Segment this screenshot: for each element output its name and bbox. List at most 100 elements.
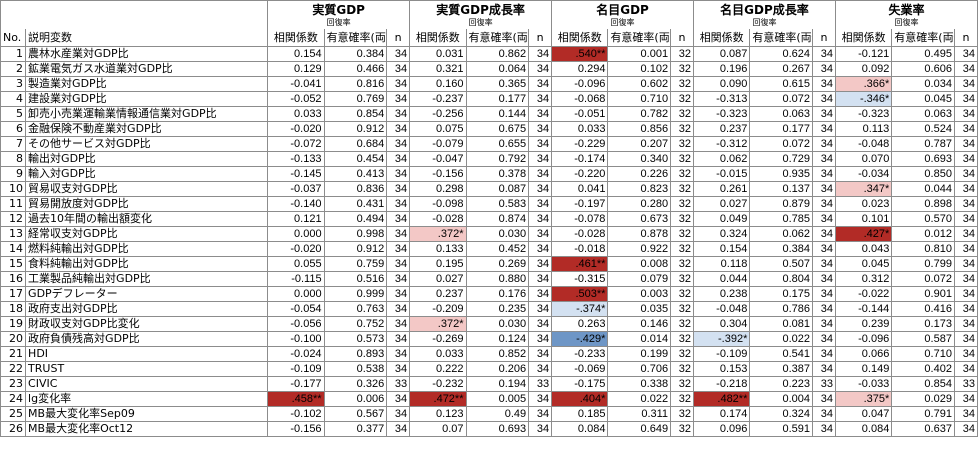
n-cell: 34 [812, 136, 836, 152]
p-value-cell: 0.606 [891, 61, 955, 77]
table-body: 1 農林水産業対GDP比 0.154 0.384 34 0.031 0.862 34.540*… [0, 46, 979, 437]
p-value-cell: 0.199 [607, 346, 672, 362]
table-row: 6 金融保険不動産業対GDP比 -0.020 0.912 34 0.075 0.675 34 0… [0, 121, 979, 137]
group-header-row: 実質GDP 回復率 実質GDP成長率 回復率 名目GDP 回復率 名目GDP成長… [0, 0, 979, 29]
n-cell: 34 [953, 46, 979, 62]
corr-coef-cell: 0.062 [693, 151, 751, 167]
row-number: 4 [0, 91, 27, 107]
corr-coef-cell: -0.156 [267, 421, 325, 437]
corr-coef-cell: 0.304 [693, 316, 751, 332]
p-value-cell: 0.235 [465, 301, 530, 317]
n-cell: 34 [812, 91, 836, 107]
table-row: 12 過去10年間の輸出額変化 0.121 0.494 34 -0.028 0.874 34-… [0, 211, 979, 227]
n-cell: 32 [670, 211, 695, 227]
variable-label: MB最大変化率Sep09 [25, 406, 269, 422]
variable-label: CIVIC [25, 376, 269, 392]
row-number: 23 [0, 376, 27, 392]
p-value-cell: 0.003 [607, 286, 672, 302]
n-cell: 32 [670, 241, 695, 257]
table-row: 26 MB最大変化率Oct12 -0.156 0.377 34 0.07 0.693 34 0.… [0, 421, 979, 437]
n-cell: 34 [953, 286, 979, 302]
row-number: 20 [0, 331, 27, 347]
n-header: n [953, 29, 979, 47]
corr-coef-cell: -0.209 [409, 301, 467, 317]
table-row: 11 貿易開放度対GDP比 -0.140 0.431 34 -0.098 0.583 34 -0… [0, 196, 979, 212]
p-value-cell: 0.176 [465, 286, 530, 302]
p-value-cell: 0.624 [749, 46, 813, 62]
p-value-cell: 0.759 [323, 256, 388, 272]
p-value-cell: 0.710 [607, 91, 672, 107]
p-value-cell: 0.901 [891, 286, 955, 302]
corr-coef-cell: 0.121 [267, 211, 325, 227]
corr-coef-cell: -0.145 [267, 166, 325, 182]
corr-coef-cell: -0.233 [551, 346, 609, 362]
variable-label: GDPデフレーター [25, 286, 269, 302]
p-value-cell: 0.063 [891, 106, 955, 122]
n-cell: 32 [670, 286, 695, 302]
corr-coef-cell: -0.174 [551, 151, 609, 167]
p-value-cell: 0.524 [891, 121, 955, 137]
p-value-cell: 0.006 [323, 391, 388, 407]
n-cell: 33 [386, 376, 411, 392]
n-cell: 32 [670, 106, 695, 122]
corr-coef-cell: .540** [551, 46, 609, 62]
corr-coef-cell: -0.313 [693, 91, 751, 107]
n-cell: 34 [812, 331, 836, 347]
corr-coef-cell: -0.072 [267, 136, 325, 152]
n-cell: 34 [386, 361, 411, 377]
n-cell: 34 [812, 151, 836, 167]
n-cell: 34 [528, 151, 553, 167]
p-value-cell: 0.079 [607, 271, 672, 287]
n-cell: 34 [528, 421, 553, 437]
corr-coef-cell: 0.055 [267, 256, 325, 272]
corr-coef-cell: 0.047 [834, 406, 893, 422]
p-value-cell: 0.030 [465, 316, 530, 332]
corr-coef-cell: -0.109 [267, 361, 325, 377]
n-cell: 34 [953, 121, 979, 137]
variable-label: lg変化率 [25, 391, 269, 407]
p-value-cell: 0.124 [465, 331, 530, 347]
p-value-cell: 0.177 [465, 91, 530, 107]
p-value-cell: 0.416 [891, 301, 955, 317]
corr-coef-cell: -0.232 [409, 376, 467, 392]
variable-label: 製造業対GDP比 [25, 76, 269, 92]
variable-label: 貿易開放度対GDP比 [25, 196, 269, 212]
n-cell: 34 [386, 136, 411, 152]
n-cell: 34 [528, 211, 553, 227]
n-cell: 32 [670, 271, 695, 287]
p-value-cell: 0.495 [891, 46, 955, 62]
n-cell: 34 [386, 406, 411, 422]
corr-coef-cell: -0.068 [551, 91, 609, 107]
n-cell: 34 [528, 256, 553, 272]
corr-coef-cell: .482** [693, 391, 751, 407]
n-header: n [670, 29, 695, 47]
corr-coef-cell: -0.056 [267, 316, 325, 332]
n-cell: 34 [386, 256, 411, 272]
n-cell: 32 [670, 46, 695, 62]
corr-coef-cell: -0.028 [551, 226, 609, 242]
corr-coef-cell: 0.045 [834, 256, 893, 272]
n-cell: 34 [528, 181, 553, 197]
p-value-cell: 0.365 [465, 76, 530, 92]
corr-coef-cell: -0.052 [267, 91, 325, 107]
n-cell: 34 [812, 241, 836, 257]
p-value-cell: 0.384 [749, 241, 813, 257]
p-value-cell: 0.591 [749, 421, 813, 437]
n-cell: 34 [386, 196, 411, 212]
n-cell: 34 [386, 286, 411, 302]
n-cell: 34 [953, 76, 979, 92]
p-value-cell: 0.852 [465, 346, 530, 362]
n-cell: 34 [812, 301, 836, 317]
corr-coef-cell: -0.022 [834, 286, 893, 302]
n-cell: 34 [528, 91, 553, 107]
n-cell: 32 [670, 376, 695, 392]
corr-coef-cell: 0.027 [693, 196, 751, 212]
p-value-cell: 0.223 [749, 376, 813, 392]
corr-coef-header: 相関係数 [267, 29, 325, 47]
table-row: 15 食料純輸出対GDP比 0.055 0.759 34 0.195 0.269 34.461… [0, 256, 979, 272]
n-cell: 34 [386, 271, 411, 287]
p-value-cell: 0.541 [749, 346, 813, 362]
p-value-cell: 0.206 [465, 361, 530, 377]
n-cell: 34 [812, 226, 836, 242]
group-header-real-gdp: 実質GDP 回復率 [267, 0, 411, 29]
